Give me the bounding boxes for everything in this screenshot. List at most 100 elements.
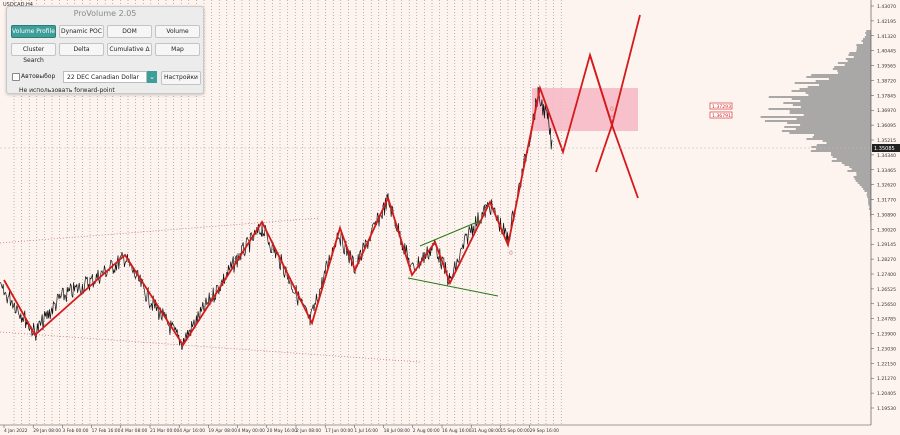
volume-profile-bar (868, 202, 871, 204)
volume-profile-bar (789, 110, 871, 112)
volume-profile-bar (800, 100, 871, 102)
volume-profile-bar (861, 186, 871, 188)
volume-profile-bar (805, 92, 871, 94)
panel-button-dynamic-poc[interactable]: Dynamic POC (59, 25, 104, 38)
panel-button-cluster-search[interactable]: Cluster Search (11, 43, 56, 64)
time-tick-label: 18 Jul 08:00 (384, 428, 411, 434)
price-tick-label: 1.30020 (877, 227, 896, 233)
price-axis: 1.43070 1.42195 1.41320 1.40445 1.39565 1.387… (871, 4, 896, 412)
volume-profile-bar (768, 96, 871, 98)
volume-profile-bar (868, 208, 871, 210)
price-tick-label: 1.39565 (877, 64, 896, 70)
time-tick-label: 29 Jan 08:00 (33, 428, 61, 434)
volume-profile-bar (870, 220, 871, 222)
time-tick-label: 4 May 00:00 (238, 428, 266, 434)
volume-profile-bar (865, 32, 871, 34)
volume-profile-bar (847, 60, 871, 62)
volume-profile-bar (816, 144, 871, 146)
volume-profile-bar (851, 168, 871, 170)
volume-profile-bar (831, 160, 871, 162)
wedge-upper-line (419, 219, 483, 247)
volume-profile-bar (791, 98, 871, 100)
time-tick-label: 17 Feb 16:00 (92, 428, 121, 434)
price-tick-label: 1.30890 (877, 212, 896, 218)
volume-profile-bar (831, 152, 871, 154)
panel-button-delta[interactable]: Delta (59, 43, 104, 56)
time-tick-label: 17 Jun 00:00 (325, 428, 353, 434)
panel-button-map[interactable]: Map (155, 43, 200, 56)
wedge-lower-line (407, 277, 499, 297)
volume-profile-bar (848, 54, 871, 56)
volume-profile-bar (856, 174, 871, 176)
volume-profile-bar (866, 30, 871, 32)
price-tick-label: 1.26525 (877, 287, 896, 293)
contract-select[interactable]: 22 DEC Canadian Dollar (63, 71, 147, 83)
volume-profile-bar (847, 170, 871, 172)
price-tick-label: 1.33465 (877, 168, 896, 174)
volume-profile-bar (828, 78, 871, 80)
zone-marker: 0 (509, 250, 513, 257)
volume-profile-bar (831, 154, 871, 156)
level-tag-label: 1.36791 (712, 113, 731, 119)
price-tick-label: 1.41320 (877, 34, 896, 40)
volume-profile-bar (866, 192, 871, 194)
volume-profile-bar (789, 112, 871, 114)
forward-point-label: Не использовать forward-point (19, 87, 115, 94)
settings-button[interactable]: Настройки (161, 71, 201, 85)
volume-profile-bar (811, 146, 871, 148)
volume-profile-bar (806, 76, 871, 78)
volume-profile-bar (869, 212, 871, 214)
volume-profile-bar (796, 118, 871, 120)
volume-profile-bar (853, 56, 871, 58)
volume-profile-bar (856, 50, 871, 52)
price-tick-label: 1.32620 (877, 183, 896, 189)
volume-profile-bar (783, 102, 871, 104)
price-tick-label: 1.22150 (877, 361, 896, 367)
panel-button-volume-profile[interactable]: Volume Profile (11, 25, 56, 38)
panel-button-cumulative[interactable]: Cumulative Δ (107, 43, 152, 56)
provolume-panel[interactable]: ProVolume 2.05 Volume Profile Dynamic POC… (6, 6, 204, 94)
price-tick-label: 1.36095 (877, 123, 896, 129)
zigzag-line (3, 14, 641, 347)
price-tick-label: 1.27400 (877, 272, 896, 278)
panel-button-dom[interactable]: DOM (107, 25, 152, 38)
time-tick-label: 15 Sep 00:00 (500, 428, 530, 434)
volume-profile-bar (863, 188, 871, 190)
volume-profile-bar (870, 216, 871, 218)
time-tick-label: 4 Apr 16:00 (179, 428, 205, 434)
chevron-down-icon[interactable]: ⌄ (147, 71, 157, 83)
time-tick-label: 4 Jan 2022 (4, 428, 28, 434)
price-tick-label: 1.36970 (877, 108, 896, 114)
volume-profile-bar (808, 94, 871, 96)
volume-profile-bar (815, 80, 871, 82)
volume-profile-bar (868, 204, 871, 206)
price-tick-label: 1.35215 (877, 138, 896, 144)
price-tick-label: 1.40445 (877, 49, 896, 55)
volume-profile-bar (859, 184, 871, 186)
volume-profile-bar (862, 42, 871, 44)
time-tick-label: 1 Jul 16:00 (354, 428, 378, 434)
volume-profile-bar (845, 58, 871, 60)
volume-profile-bar (781, 130, 871, 132)
volume-profile-bar (812, 136, 871, 138)
volume-profile-bar (837, 70, 871, 72)
volume-profile-bar (856, 46, 871, 48)
price-tick-label: 1.31770 (877, 198, 896, 204)
volume-profile-bar (815, 148, 871, 150)
channel-lower-line (0, 331, 421, 363)
volume-profile-bar (789, 132, 871, 134)
volume-profile-bar (841, 162, 871, 164)
chart-symbol: USDCAD,H4 (3, 2, 33, 8)
volume-profile-bar (822, 140, 871, 142)
price-tick-label: 1.23030 (877, 346, 896, 352)
level-tag (709, 102, 733, 110)
volume-profile-bar (868, 200, 871, 202)
auto-select-checkbox[interactable] (12, 73, 20, 81)
volume-profile-bar (870, 210, 871, 212)
volume-profile-bar (838, 72, 871, 74)
panel-button-volume[interactable]: Volume (155, 25, 200, 38)
volume-profile-bar (837, 62, 871, 64)
volume-profile-bar (856, 48, 871, 50)
volume-profile-bar (806, 138, 871, 140)
